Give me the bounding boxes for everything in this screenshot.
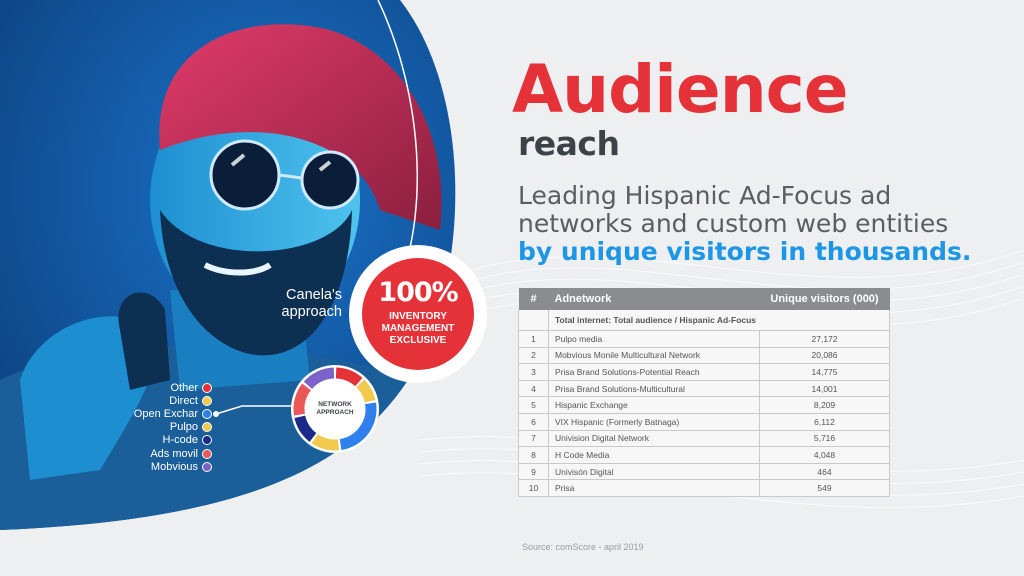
- legend-label: Pulpo: [169, 421, 198, 434]
- description-highlight: by unique visitors in thousands.: [518, 237, 972, 266]
- legend-item: Open Exchar: [110, 407, 212, 420]
- table-row: 9 Univisón Digital 464: [518, 463, 890, 481]
- donut-segment: [339, 402, 377, 450]
- row-value: 6,112: [759, 413, 890, 431]
- approach-label: Canela's approach: [281, 287, 342, 320]
- legend-item: Pulpo: [110, 421, 212, 434]
- total-label: Total internet: Total audience / Hispani…: [548, 310, 890, 331]
- table-row: 4 Prisa Brand Solutions-Multicultural 14,0…: [518, 380, 890, 398]
- table-row: 7 Univision Digital Network 5,716: [518, 430, 890, 448]
- row-name: Mobvious Monile Multicultural Network: [548, 347, 760, 365]
- row-name: Prisa Brand Solutions-Potential Reach: [548, 363, 760, 381]
- inventory-badge: 100% INVENTORY MANAGEMENT EXCLUSIVE: [349, 245, 487, 383]
- header-unique-visitors: Unique visitors (000): [759, 288, 890, 310]
- legend-label: H-code: [162, 434, 198, 447]
- row-num: 6: [518, 413, 549, 431]
- table-header-row: # Adnetwork Unique visitors (000): [518, 288, 890, 310]
- table-row: 6 VIX Hispanic (Formerly Batnaga) 6,112: [518, 413, 890, 431]
- legend-item: Direct: [110, 394, 212, 407]
- description: Leading Hispanic Ad-Focus ad networks an…: [518, 182, 1008, 266]
- row-name: H Code Media: [548, 446, 760, 464]
- row-name: Univision Digital Network: [548, 430, 760, 448]
- page-subtitle: reach: [518, 124, 620, 163]
- table-row: 2 Mobvious Monile Multicultural Network 20…: [518, 347, 890, 365]
- row-value: 14,775: [759, 363, 890, 381]
- row-value: 5,716: [759, 430, 890, 448]
- network-legend: Other Direct Open Exchar Pulpo H-code Ad…: [110, 381, 212, 473]
- legend-item: Ads movil: [110, 447, 212, 460]
- row-value: 549: [759, 479, 890, 497]
- row-num: 10: [518, 479, 549, 497]
- donut-segment: [294, 415, 317, 442]
- badge-percent: 100%: [378, 277, 458, 308]
- header-adnetwork: Adnetwork: [548, 288, 760, 310]
- legend-label: Other: [170, 381, 198, 394]
- legend-label: Ads movil: [150, 447, 198, 460]
- legend-dot: [202, 461, 212, 472]
- row-value: 27,172: [759, 330, 890, 348]
- legend-dot: [202, 408, 212, 419]
- legend-dot: [202, 422, 212, 433]
- row-num: 9: [518, 463, 549, 481]
- row-name: Univisón Digital: [548, 463, 760, 481]
- badge-inner: 100% INVENTORY MANAGEMENT EXCLUSIVE: [362, 258, 474, 370]
- table-row: 5 Hispanic Exchange 8,209: [518, 396, 890, 414]
- row-value: 464: [759, 463, 890, 481]
- badge-text: INVENTORY MANAGEMENT EXCLUSIVE: [381, 311, 455, 346]
- donut-segment: [335, 367, 363, 387]
- donut-segment: [356, 379, 376, 403]
- row-value: 20,086: [759, 347, 890, 365]
- row-value: 4,048: [759, 446, 890, 464]
- legend-connector: [213, 405, 297, 417]
- row-num: 2: [518, 347, 549, 365]
- row-name: Hispanic Exchange: [548, 396, 760, 414]
- row-num: 4: [518, 380, 549, 398]
- legend-item: H-code: [110, 434, 212, 447]
- donut-segment: [303, 367, 335, 390]
- table-row: 1 Pulpo media 27,172: [518, 330, 890, 348]
- row-name: VIX Hispanic (Formerly Batnaga): [548, 413, 760, 431]
- source-note: Source: comScore - april 2019: [522, 542, 644, 552]
- legend-dot: [202, 395, 212, 406]
- row-name: Prisa: [548, 479, 760, 497]
- row-value: 14,001: [759, 380, 890, 398]
- table-row: 3 Prisa Brand Solutions-Potential Reach 14…: [518, 363, 890, 381]
- donut-label: NETWORK APPROACH: [316, 401, 354, 416]
- network-donut: [291, 365, 379, 453]
- legend-dot: [202, 382, 212, 393]
- legend-label: Open Exchar: [133, 407, 198, 420]
- row-num: 1: [518, 330, 549, 348]
- donut-segment: [311, 434, 339, 451]
- legend-label: Mobvious: [150, 460, 198, 473]
- legend-item: Mobvious: [110, 460, 212, 473]
- table-row: 10 Prisa 549: [518, 479, 890, 497]
- legend-label: Direct: [169, 394, 198, 407]
- legend-dot: [202, 448, 212, 459]
- description-text: Leading Hispanic Ad-Focus ad networks an…: [518, 181, 949, 238]
- donut-hole: [308, 382, 362, 436]
- adnetwork-table: # Adnetwork Unique visitors (000) Total …: [518, 288, 890, 497]
- page-title: Audience: [512, 51, 849, 128]
- legend-dot: [202, 435, 212, 446]
- row-num: 5: [518, 396, 549, 414]
- row-name: Prisa Brand Solutions-Multicultural: [548, 380, 760, 398]
- legend-item: Other: [110, 381, 212, 394]
- donut-segment: [293, 383, 312, 416]
- row-num: 8: [518, 446, 549, 464]
- table-total-row: Total internet: Total audience / Hispani…: [518, 310, 890, 331]
- row-num: 7: [518, 430, 549, 448]
- row-num: 3: [518, 363, 549, 381]
- row-value: 8,209: [759, 396, 890, 414]
- row-name: Pulpo media: [548, 330, 760, 348]
- header-num: #: [518, 288, 549, 310]
